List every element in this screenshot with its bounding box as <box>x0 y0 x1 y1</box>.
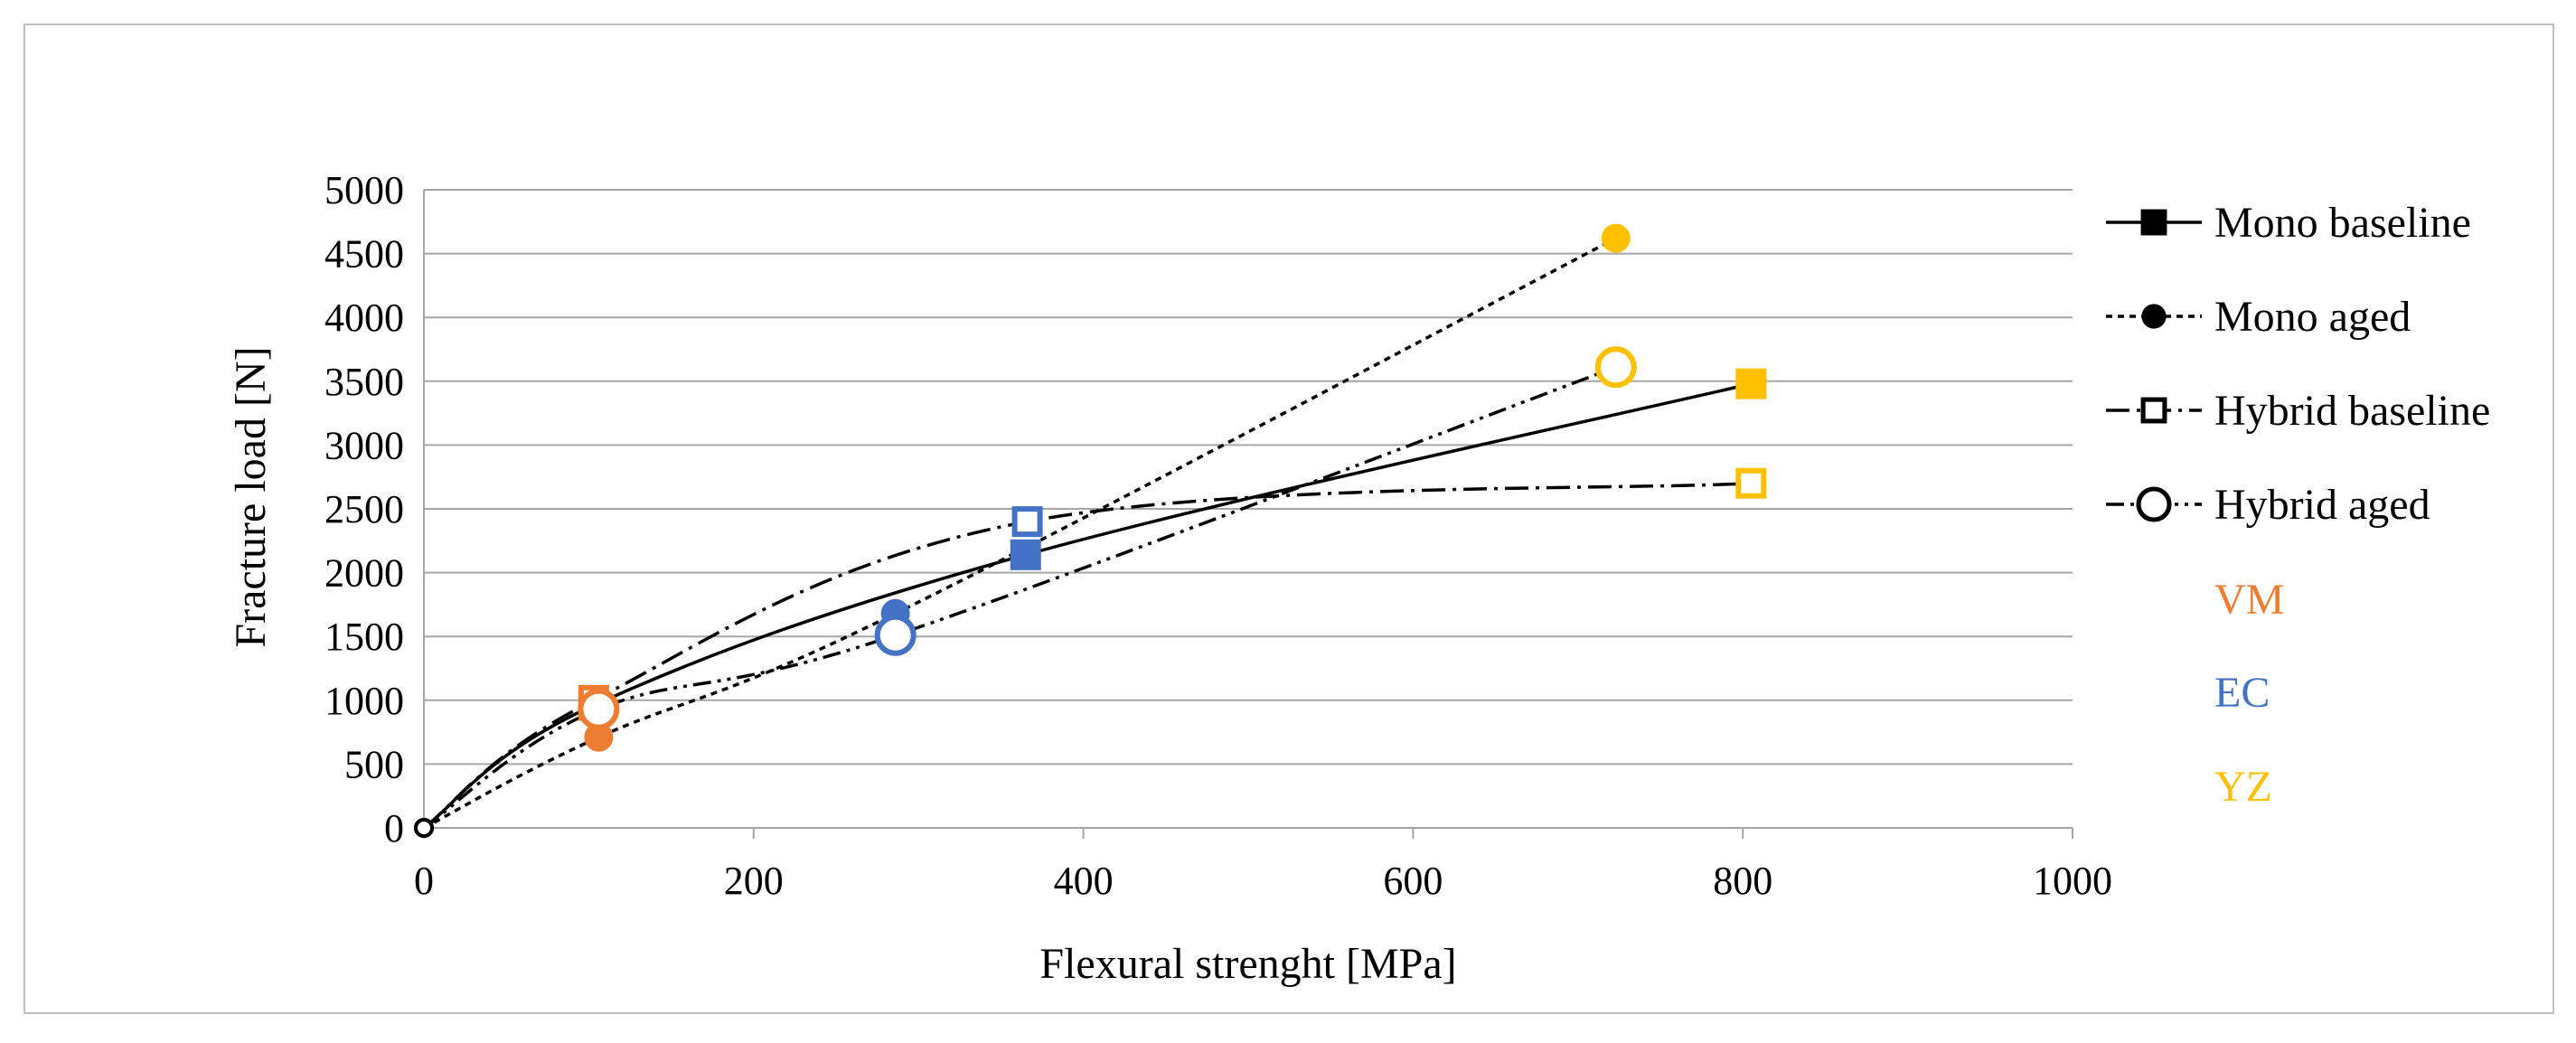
y-tick-label: 3500 <box>324 360 404 404</box>
series-line-hybrid-aged <box>423 365 1617 830</box>
legend-marker-hybrid-baseline <box>2140 397 2167 424</box>
point-hybrid-aged-vm <box>578 688 620 730</box>
y-tick-label: 5000 <box>324 168 404 212</box>
data-points <box>414 223 1767 838</box>
y-tick-label: 1500 <box>324 615 404 659</box>
legend-label-mono-aged: Mono aged <box>2214 293 2411 341</box>
point-mono-aged-vm <box>584 722 614 752</box>
legend: Mono baseline Mono aged Hybrid baseline Hyb… <box>2106 199 2490 811</box>
x-tick-label: 600 <box>1383 859 1443 903</box>
point-hybrid-baseline-yz <box>1735 467 1767 499</box>
x-tick-label: 800 <box>1713 859 1772 903</box>
legend-marker-mono-aged <box>2141 304 2167 329</box>
legend-marker-mono-baseline <box>2140 209 2167 236</box>
legend-label-hybrid-aged: Hybrid aged <box>2214 481 2430 529</box>
point-mono-baseline-ec <box>1010 539 1041 570</box>
series-line-mono-baseline <box>422 381 1752 830</box>
point-mono-baseline-yz <box>1735 368 1767 399</box>
y-tick-label: 500 <box>344 742 404 786</box>
axes: 0500100015002000250030003500400045005000… <box>324 168 2112 903</box>
legend-material-ec: EC <box>2214 669 2270 717</box>
gridlines <box>424 189 2073 766</box>
y-tick-label: 4500 <box>324 232 404 277</box>
y-tick-label: 2000 <box>324 551 404 596</box>
x-axis-title: Flexural strenght [MPa] <box>1039 940 1456 988</box>
point-hybrid-aged-origin <box>414 818 434 838</box>
legend-label-hybrid-baseline: Hybrid baseline <box>2214 387 2490 435</box>
y-tick-label: 1000 <box>324 679 404 723</box>
x-tick-label: 200 <box>724 859 784 903</box>
point-hybrid-baseline-ec <box>1011 506 1043 538</box>
point-hybrid-aged-yz <box>1594 346 1637 389</box>
point-mono-aged-yz <box>1601 223 1631 253</box>
series-line-mono-aged <box>423 237 1617 830</box>
legend-material-yz: YZ <box>2214 763 2272 811</box>
y-axis-title: Fracture load [N] <box>227 346 275 647</box>
x-tick-label: 0 <box>414 859 434 903</box>
legend-marker-hybrid-aged <box>2136 486 2172 522</box>
point-hybrid-aged-ec <box>874 614 917 656</box>
legend-label-mono-baseline: Mono baseline <box>2214 199 2471 247</box>
legend-material-vm: VM <box>2214 576 2284 624</box>
x-tick-label: 400 <box>1054 859 1114 903</box>
y-tick-label: 0 <box>384 806 404 850</box>
y-tick-label: 4000 <box>324 296 404 340</box>
series-line-hybrid-baseline <box>422 482 1752 830</box>
x-tick-label: 1000 <box>2033 859 2112 903</box>
y-tick-label: 2500 <box>324 487 404 531</box>
y-tick-label: 3000 <box>324 423 404 467</box>
series-lines <box>422 237 1752 830</box>
